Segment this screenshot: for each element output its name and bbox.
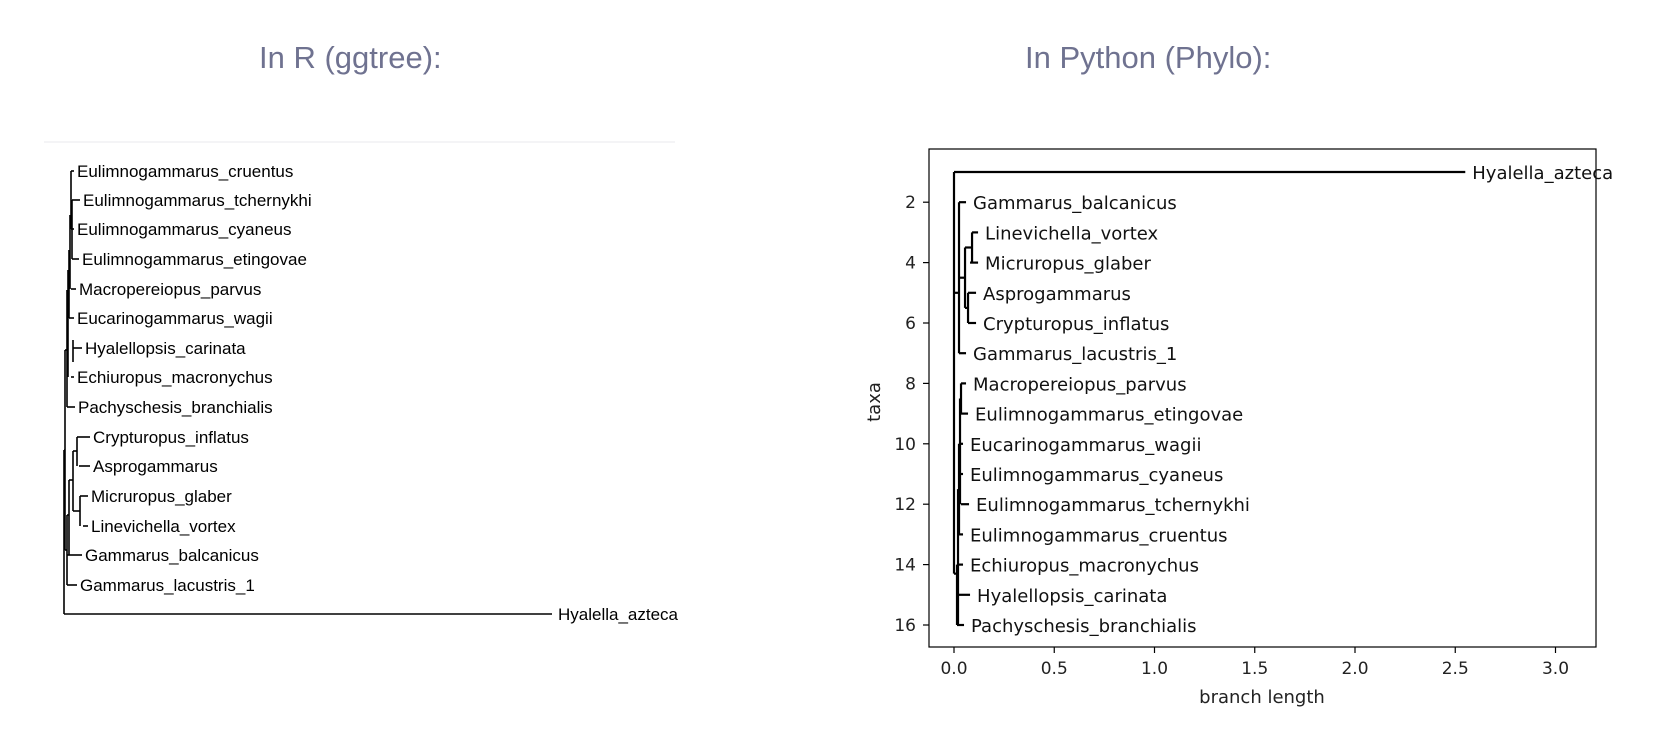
tip-label: Eulimnogammarus_etingovae: [82, 250, 307, 269]
x-axis-label: branch length: [1199, 687, 1325, 708]
tip-label: Eulimnogammarus_cruentus: [970, 525, 1228, 546]
tip-label: Gammarus_balcanicus: [85, 546, 259, 565]
tip-label: Eulimnogammarus_etingovae: [975, 405, 1243, 426]
tip-label: Linevichella_vortex: [91, 517, 236, 536]
tip-label: Echiuropus_macronychus: [77, 368, 273, 387]
tip-label: Gammarus_lacustris_1: [973, 344, 1177, 365]
y-tick-label: 2: [905, 193, 916, 213]
x-tick-label: 3.0: [1542, 659, 1569, 679]
y-axis-label: taxa: [864, 382, 885, 422]
y-tick-label: 6: [905, 314, 916, 334]
x-tick-label: 2.5: [1442, 659, 1469, 679]
tip-label: Micruropus_glaber: [985, 254, 1151, 275]
tip-label: Eulimnogammarus_cruentus: [77, 162, 293, 181]
plot-frame: [928, 148, 1597, 648]
x-tick-label: 1.0: [1141, 659, 1168, 679]
tip-label: Eucarinogammarus_wagii: [77, 309, 273, 328]
x-tick-label: 0.0: [940, 659, 967, 679]
right-panel-title: In Python (Phylo):: [1025, 40, 1272, 75]
tip-label: Eulimnogammarus_cyaneus: [77, 220, 292, 239]
tip-label: Eulimnogammarus_tchernykhi: [83, 191, 312, 210]
tip-label: Macropereiopus_parvus: [79, 280, 261, 299]
x-tick-label: 2.0: [1341, 659, 1368, 679]
tip-label: Pachyschesis_branchialis: [971, 616, 1197, 637]
tip-label: Gammarus_lacustris_1: [80, 576, 255, 595]
y-tick-label: 14: [894, 556, 916, 576]
y-tick-label: 16: [894, 616, 916, 636]
y-tick-label: 12: [894, 495, 916, 515]
tip-label: Pachyschesis_branchialis: [78, 398, 273, 417]
tip-label: Eulimnogammarus_tchernykhi: [976, 495, 1250, 516]
tip-label: Crypturopus_inflatus: [93, 428, 249, 447]
tip-label: Hyalella_azteca: [558, 605, 679, 624]
tip-label: Asprogammarus: [93, 457, 218, 476]
tip-label: Eucarinogammarus_wagii: [970, 435, 1201, 456]
tip-label: Echiuropus_macronychus: [970, 556, 1199, 577]
y-tick-label: 8: [905, 374, 916, 394]
tip-label: Asprogammarus: [983, 284, 1131, 305]
y-tick-label: 10: [894, 435, 916, 455]
tip-label: Linevichella_vortex: [985, 223, 1158, 244]
left-panel-title: In R (ggtree):: [259, 40, 442, 75]
tip-label: Macropereiopus_parvus: [973, 374, 1187, 395]
tip-label: Eulimnogammarus_cyaneus: [970, 465, 1223, 486]
y-tick-label: 4: [905, 254, 916, 274]
tip-label: Micruropus_glaber: [91, 487, 232, 506]
tip-label: Hyalella_azteca: [1472, 163, 1613, 184]
tip-label: Gammarus_balcanicus: [973, 193, 1177, 214]
tip-label: Crypturopus_inflatus: [983, 314, 1169, 335]
tip-label: Hyalellopsis_carinata: [977, 586, 1167, 607]
x-tick-label: 1.5: [1241, 659, 1268, 679]
tip-label: Hyalellopsis_carinata: [85, 339, 246, 358]
x-tick-label: 0.5: [1041, 659, 1068, 679]
